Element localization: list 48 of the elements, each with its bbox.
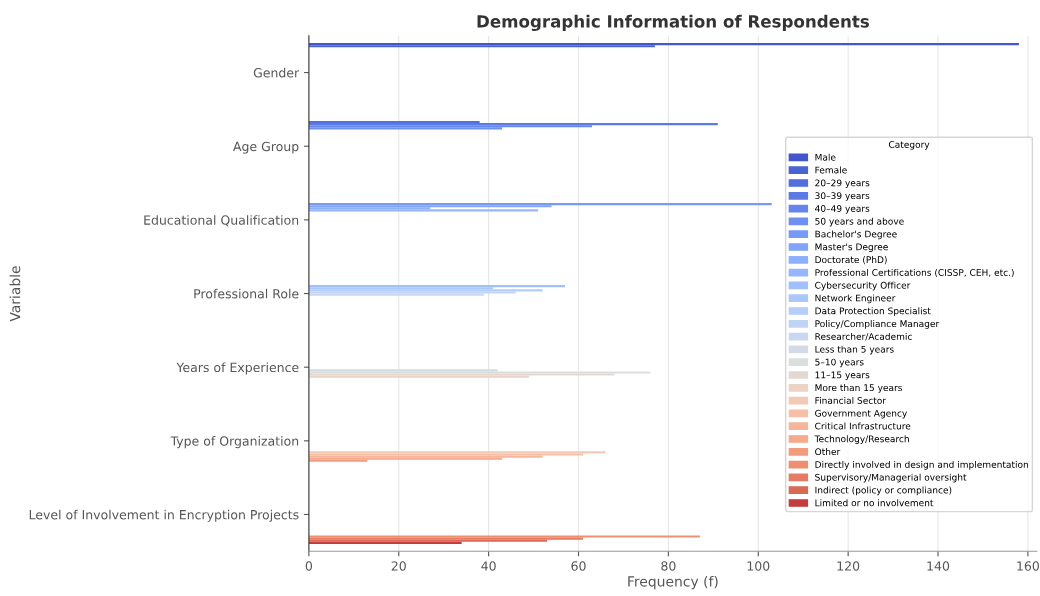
legend-label: Limited or no involvement (815, 499, 934, 507)
legend-label: More than 15 years (815, 384, 902, 393)
legend-label: Network Engineer (815, 294, 896, 304)
x-tick-label: 20 (391, 561, 406, 571)
legend-label: Critical Infrastructure (815, 422, 911, 430)
legend-label: Government Agency (815, 409, 907, 419)
legend-label: 50 years and above (815, 217, 904, 227)
legend-label: Policy/Compliance Manager (815, 320, 940, 329)
legend-label: Directly involved in design and implementation (815, 460, 1028, 470)
x-tick-label: 140 (927, 561, 950, 571)
legend-label: 40–49 years (815, 205, 870, 214)
x-tick-label: 120 (837, 561, 860, 571)
legend-label: 5–10 years (815, 358, 864, 368)
legend-label: Researcher/Academic (815, 332, 912, 341)
legend-label: 20–29 years (815, 179, 870, 189)
x-tick-label: 100 (747, 561, 770, 571)
legend-label: Male (815, 153, 836, 161)
legend-label: Technology/Research (814, 435, 909, 445)
x-tick-label: 0 (305, 561, 313, 571)
x-tick-label: 160 (1017, 561, 1039, 571)
legend-label: Financial Sector (815, 396, 887, 404)
legend-label: 11–15 years (815, 371, 870, 381)
y-tick-label: Gender (253, 67, 300, 78)
legend-label: Less than 5 years (815, 345, 894, 355)
chart-title: Demographic Information of Respondents (477, 14, 869, 32)
legend-label: Indirect (policy or compliance) (815, 486, 952, 496)
legend-label: Cybersecurity Officer (815, 281, 911, 291)
y-tick-label: Years of Experience (176, 362, 299, 375)
x-tick-label: 60 (571, 561, 586, 571)
y-tick-label: Professional Role (194, 288, 299, 299)
x-tick-label: 80 (661, 561, 676, 571)
x-tick-label: 40 (481, 561, 496, 571)
y-tick-label: Educational Qualification (144, 215, 299, 227)
legend-label: Female (815, 166, 847, 174)
x-axis-title: Frequency (f) (628, 575, 718, 590)
y-axis-title: Variable (9, 266, 21, 322)
legend-label: 30–39 years (815, 192, 870, 201)
y-tick-label: Age Group (233, 141, 299, 154)
legend-label: Bachelor's Degree (815, 230, 897, 240)
legend-label: Supervisory/Managerial oversight (815, 473, 967, 483)
legend-label: Master's Degree (815, 243, 888, 253)
legend-label: Data Protection Specialist (815, 307, 931, 317)
legend-label: Other (815, 448, 841, 456)
legend-title: Category (888, 141, 930, 150)
y-tick-label: Level of Involvement in Encryption Projects (29, 509, 299, 522)
legend-label: Doctorate (PhD) (815, 256, 887, 265)
y-tick-label: Type of Organization (170, 436, 299, 449)
legend-label: Professional Certifications (CISSP, CEH, etc.) (815, 268, 1014, 277)
